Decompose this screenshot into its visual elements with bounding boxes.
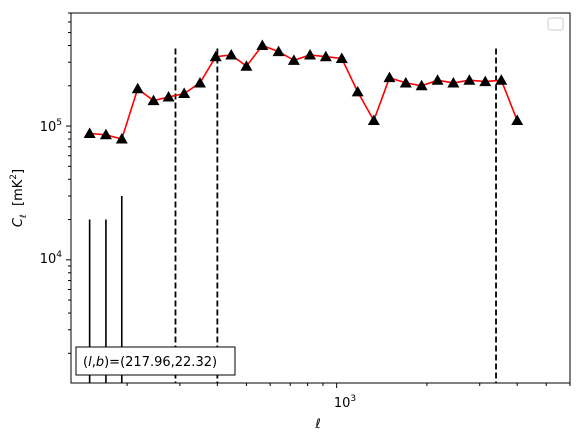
y-axis-label: Cℓ [mK2] [9,169,29,227]
triangle-marker [225,48,238,60]
y-tick-label-100000: 105 [40,118,62,135]
ticks [66,12,571,388]
triangle-marker [209,50,222,62]
y-tick-label-10000: 104 [40,250,63,267]
triangle-marker [415,79,428,91]
triangle-marker [147,94,160,106]
svg-text:(l,b)=(217.96,22.32): (l,b)=(217.96,22.32) [83,355,217,370]
svg-text:Cℓ [mK2]: Cℓ [mK2] [9,169,29,227]
series-layer [83,39,524,383]
triangle-marker [131,82,144,94]
triangle-marker [272,45,285,57]
legend-box [547,17,564,31]
triangle-marker [463,74,476,85]
triangle-marker [335,52,348,63]
series-line [89,44,518,140]
triangle-marker [319,50,332,62]
triangle-marker [193,76,206,88]
triangle-marker [115,133,128,144]
x-tick-label-1000: 103 [334,394,356,411]
triangle-marker [240,60,253,71]
svg-text:104: 104 [40,250,63,267]
triangle-marker [162,90,175,102]
x-axis-label: ℓ [314,417,320,432]
triangle-marker [351,85,364,97]
triangle-marker [383,71,396,83]
triangle-marker [479,75,492,87]
triangle-marker [447,76,460,88]
triangle-marker [511,114,524,126]
triangle-marker [304,48,317,60]
triangle-marker [83,127,96,138]
triangle-marker [431,74,444,85]
triangle-marker [178,87,191,99]
svg-text:105: 105 [40,118,62,135]
plot-frame [70,12,571,384]
triangle-marker [287,54,300,65]
triangle-marker [367,114,380,126]
coordinate-annotation: (l,b)=(217.96,22.32) [75,346,236,376]
vertical-lines [174,48,497,383]
triangle-marker [256,39,269,51]
svg-text:103: 103 [334,394,356,411]
triangle-marker [495,74,508,85]
triangle-marker [99,128,112,140]
triangle-marker [399,76,412,88]
